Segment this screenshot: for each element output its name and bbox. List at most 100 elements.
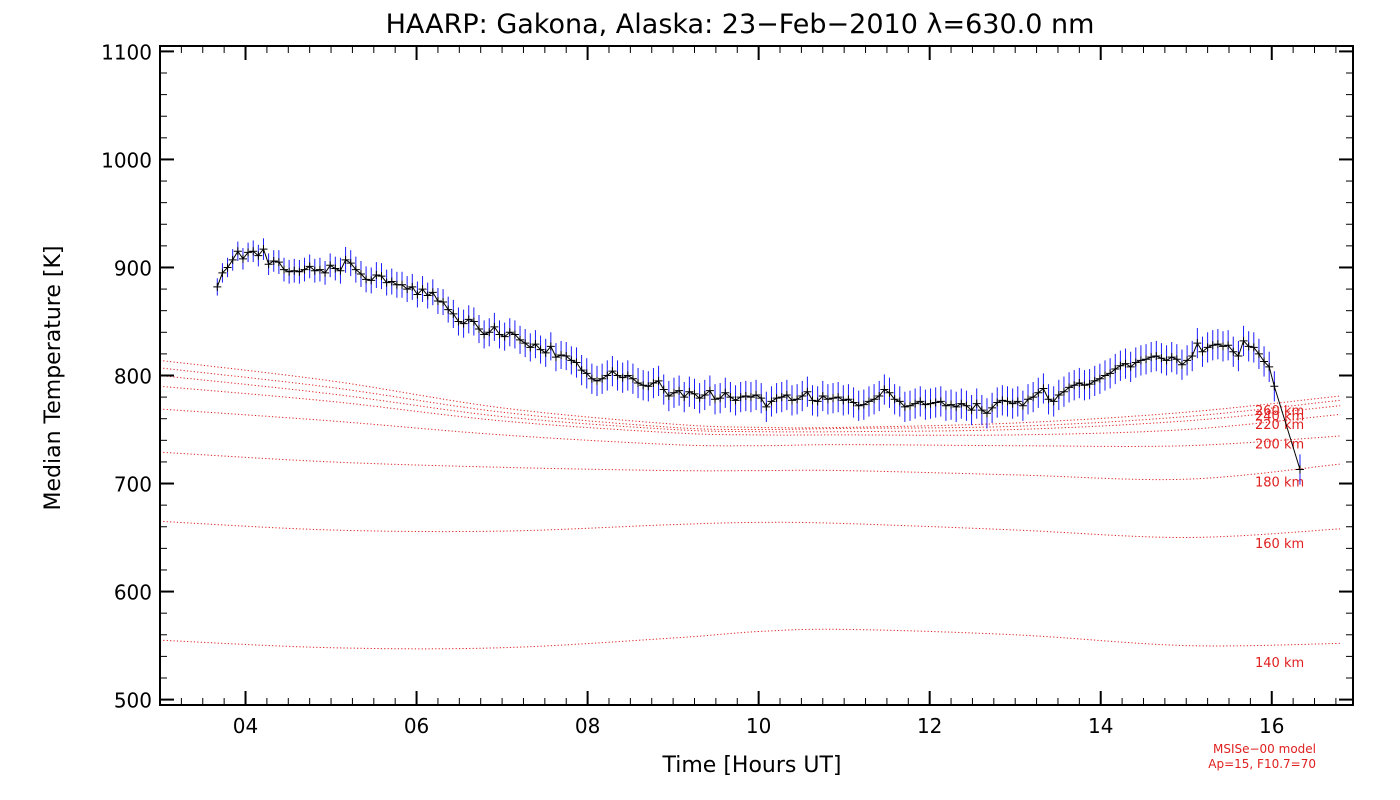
model-label-240-km: 240 km <box>1255 409 1304 424</box>
data-point <box>1044 395 1053 404</box>
model-curve-260-km <box>159 367 1341 431</box>
data-point <box>700 390 709 399</box>
data-point <box>1106 369 1115 378</box>
data-point <box>362 275 371 284</box>
data-point <box>757 394 766 403</box>
data-point <box>623 371 632 380</box>
data-point <box>464 315 473 324</box>
data-point <box>341 255 350 264</box>
x-tick-label: 16 <box>1259 714 1284 738</box>
data-point <box>664 392 673 401</box>
data-point <box>495 330 504 339</box>
data-point <box>326 261 335 270</box>
data-point <box>582 369 591 378</box>
data-point <box>1142 355 1151 364</box>
data-point <box>1013 397 1022 406</box>
data-point <box>244 248 253 257</box>
data-point <box>305 262 314 271</box>
data-point <box>1121 359 1130 368</box>
data-point <box>669 388 678 397</box>
data-point <box>449 309 458 318</box>
data-point <box>439 298 448 307</box>
data-point <box>444 305 453 314</box>
data-point <box>1131 358 1140 367</box>
data-point <box>387 277 396 286</box>
x-tick-label: 10 <box>746 714 771 738</box>
chart-title: HAARP: Gakona, Alaska: 23−Feb−2010 λ=630… <box>386 9 1095 40</box>
data-point <box>1080 381 1089 390</box>
data-point <box>1126 362 1135 371</box>
y-tick-label: 700 <box>114 473 152 497</box>
data-point <box>264 260 273 269</box>
model-label-200-km: 200 km <box>1255 438 1304 453</box>
data-point <box>485 328 494 337</box>
data-point <box>577 366 586 375</box>
data-point <box>977 406 986 415</box>
data-point <box>521 339 530 348</box>
data-point <box>280 265 289 274</box>
data-point <box>880 385 889 394</box>
data-point <box>823 395 832 404</box>
data-point <box>772 394 781 403</box>
data-point <box>213 282 222 291</box>
data-point <box>777 393 786 402</box>
data-point <box>1070 381 1079 390</box>
data-point <box>295 267 304 276</box>
data-point <box>254 251 263 260</box>
data-point <box>218 268 227 277</box>
data-point <box>223 263 232 272</box>
data-point <box>372 271 381 280</box>
data-point <box>331 264 340 273</box>
data-point <box>644 382 653 391</box>
plot-frame <box>159 45 1354 706</box>
data-point <box>1034 388 1043 397</box>
data-point <box>982 409 991 418</box>
data-point <box>680 393 689 402</box>
data-point <box>639 381 648 390</box>
data-point <box>1152 352 1161 361</box>
data-point <box>808 396 817 405</box>
data-point <box>936 397 945 406</box>
data-point <box>1295 465 1304 474</box>
data-point <box>490 322 499 331</box>
data-point <box>1090 376 1099 385</box>
data-point <box>418 285 427 294</box>
data-point <box>1260 357 1269 366</box>
data-point <box>803 387 812 396</box>
data-point <box>798 392 807 401</box>
data-point <box>249 247 258 256</box>
data-point <box>1049 397 1058 406</box>
data-point <box>926 399 935 408</box>
data-point <box>1244 342 1253 351</box>
data-point <box>1075 379 1084 388</box>
y-axis-label: Median Temperature [K] <box>41 246 66 511</box>
data-point <box>957 399 966 408</box>
data-point <box>238 254 247 263</box>
data-point <box>598 374 607 383</box>
data-point <box>746 393 755 402</box>
data-point <box>480 330 489 339</box>
data-point <box>916 397 925 406</box>
model-note-line-2: Ap=15, F10.7=70 <box>1208 757 1316 771</box>
data-point <box>787 396 796 405</box>
data-point <box>557 350 566 359</box>
data-point <box>767 397 776 406</box>
data-point <box>849 398 858 407</box>
data-point <box>228 255 237 264</box>
data-point <box>967 406 976 415</box>
data-point <box>516 335 525 344</box>
data-point <box>854 401 863 410</box>
x-tick-label: 08 <box>575 714 600 738</box>
data-point <box>536 345 545 354</box>
data-point <box>336 266 345 275</box>
y-tick-label: 500 <box>114 689 152 713</box>
model-note-line-1: MSISe−00 model <box>1213 742 1316 756</box>
data-point <box>367 276 376 285</box>
data-point <box>346 259 355 268</box>
data-point <box>906 401 915 410</box>
data-point <box>695 394 704 403</box>
data-point <box>1183 356 1192 365</box>
data-point <box>403 285 412 294</box>
data-point <box>505 328 514 337</box>
data-point <box>654 376 663 385</box>
